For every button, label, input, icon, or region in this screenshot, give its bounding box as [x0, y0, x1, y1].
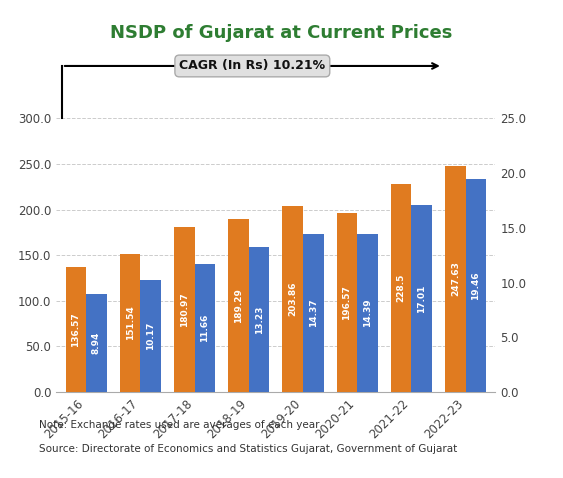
Text: 247.63: 247.63	[451, 261, 460, 296]
Bar	[283, 206, 303, 392]
Bar	[228, 219, 249, 392]
Bar	[195, 264, 215, 392]
Text: 10.17: 10.17	[146, 322, 155, 350]
Bar	[391, 184, 412, 392]
Text: 11.66: 11.66	[200, 314, 209, 342]
Text: 228.5: 228.5	[396, 273, 405, 302]
Text: Note: Exchange rates used are averages of each year: Note: Exchange rates used are averages o…	[39, 420, 320, 430]
Text: 203.86: 203.86	[288, 282, 297, 316]
Bar	[303, 234, 324, 392]
Bar	[140, 281, 161, 392]
Text: 8.94: 8.94	[92, 332, 101, 354]
Bar	[65, 267, 86, 392]
Text: CAGR (In Rs) 10.21%: CAGR (In Rs) 10.21%	[179, 59, 325, 73]
Text: 14.37: 14.37	[309, 299, 318, 327]
Text: Source: Directorate of Economics and Statistics Gujarat, Government of Gujarat: Source: Directorate of Economics and Sta…	[39, 444, 458, 454]
Text: NSDP of Gujarat at Current Prices: NSDP of Gujarat at Current Prices	[110, 24, 453, 43]
Bar	[337, 213, 357, 392]
Bar	[466, 178, 486, 392]
Bar	[86, 294, 107, 392]
Text: 13.23: 13.23	[254, 305, 263, 334]
Text: 151.54: 151.54	[126, 305, 135, 340]
Text: 17.01: 17.01	[417, 284, 426, 313]
Text: 189.29: 189.29	[234, 288, 243, 323]
Text: 180.97: 180.97	[180, 292, 189, 327]
Bar	[357, 234, 378, 392]
Text: 14.39: 14.39	[363, 299, 372, 327]
Bar	[445, 166, 466, 392]
Bar	[249, 247, 269, 392]
Text: 196.57: 196.57	[342, 285, 351, 320]
Bar	[120, 254, 140, 392]
Text: 19.46: 19.46	[471, 271, 480, 300]
Bar	[174, 227, 195, 392]
Text: 136.57: 136.57	[72, 312, 81, 347]
Bar	[412, 206, 432, 392]
